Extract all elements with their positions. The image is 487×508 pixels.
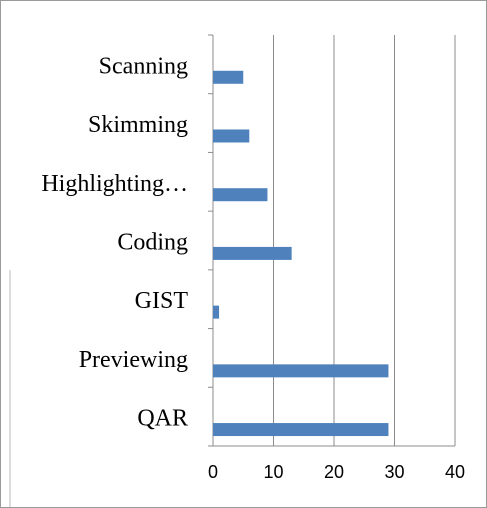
bar <box>213 188 268 202</box>
bar <box>213 364 389 378</box>
bar <box>213 305 220 319</box>
x-tick-label: 10 <box>263 462 283 482</box>
x-tick-label: 40 <box>445 462 465 482</box>
x-tick-label: 0 <box>208 462 218 482</box>
category-label: Coding <box>117 230 188 256</box>
bar <box>213 423 389 437</box>
bar <box>213 129 250 143</box>
category-label: QAR <box>137 406 188 432</box>
x-tick-label: 30 <box>384 462 404 482</box>
x-tick-label: 20 <box>324 462 344 482</box>
category-label: Scanning <box>99 53 188 79</box>
bar <box>213 246 292 260</box>
category-label: Skimming <box>88 112 188 138</box>
category-label: Highlighting… <box>41 171 188 197</box>
bar <box>213 70 244 84</box>
category-label: Previewing <box>79 347 188 373</box>
category-label: GIST <box>135 288 189 314</box>
